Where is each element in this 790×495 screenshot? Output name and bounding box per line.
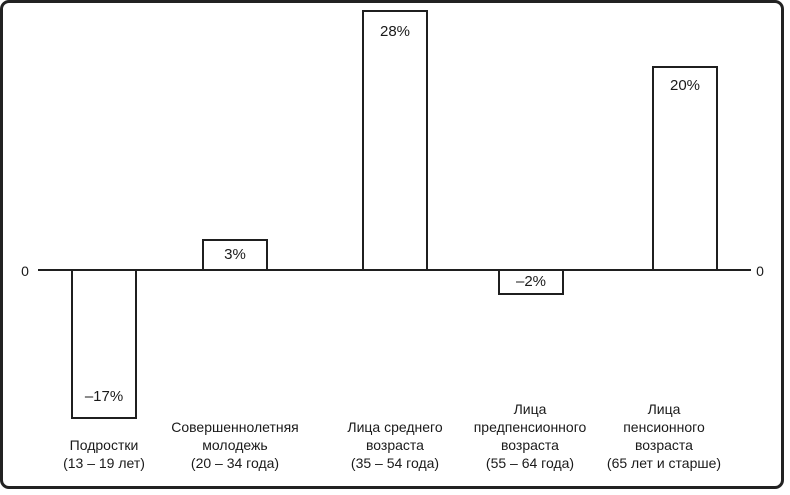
category-label-pre-retirement: Лица предпенсионного возраста (55 – 64 г…	[473, 401, 587, 471]
bar-teens: –17%	[71, 269, 137, 419]
bar-value-label: –17%	[84, 388, 124, 405]
category-label-middle-aged: Лица среднего возраста (35 – 54 года)	[347, 419, 443, 471]
axis-zero-left: 0	[21, 263, 29, 279]
bar-pre-retirement: –2%	[498, 269, 564, 295]
category-label-young-adults: Совершеннолетняя молодежь (20 – 34 года)	[171, 419, 299, 471]
bar-value-label: –2%	[515, 273, 547, 290]
bar-young-adults: 3%	[202, 239, 268, 271]
bar-middle-aged: 28%	[362, 10, 428, 271]
axis-zero-right: 0	[756, 263, 764, 279]
bar-value-label: 3%	[224, 246, 246, 263]
bar-value-label: 28%	[379, 23, 411, 40]
category-label-teens: Подростки (13 – 19 лет)	[63, 437, 145, 471]
bar-retirement-age: 20%	[652, 66, 718, 271]
bar-value-label: 20%	[669, 77, 701, 94]
category-label-retirement-age: Лица пенсионного возраста (65 лет и стар…	[606, 401, 722, 471]
